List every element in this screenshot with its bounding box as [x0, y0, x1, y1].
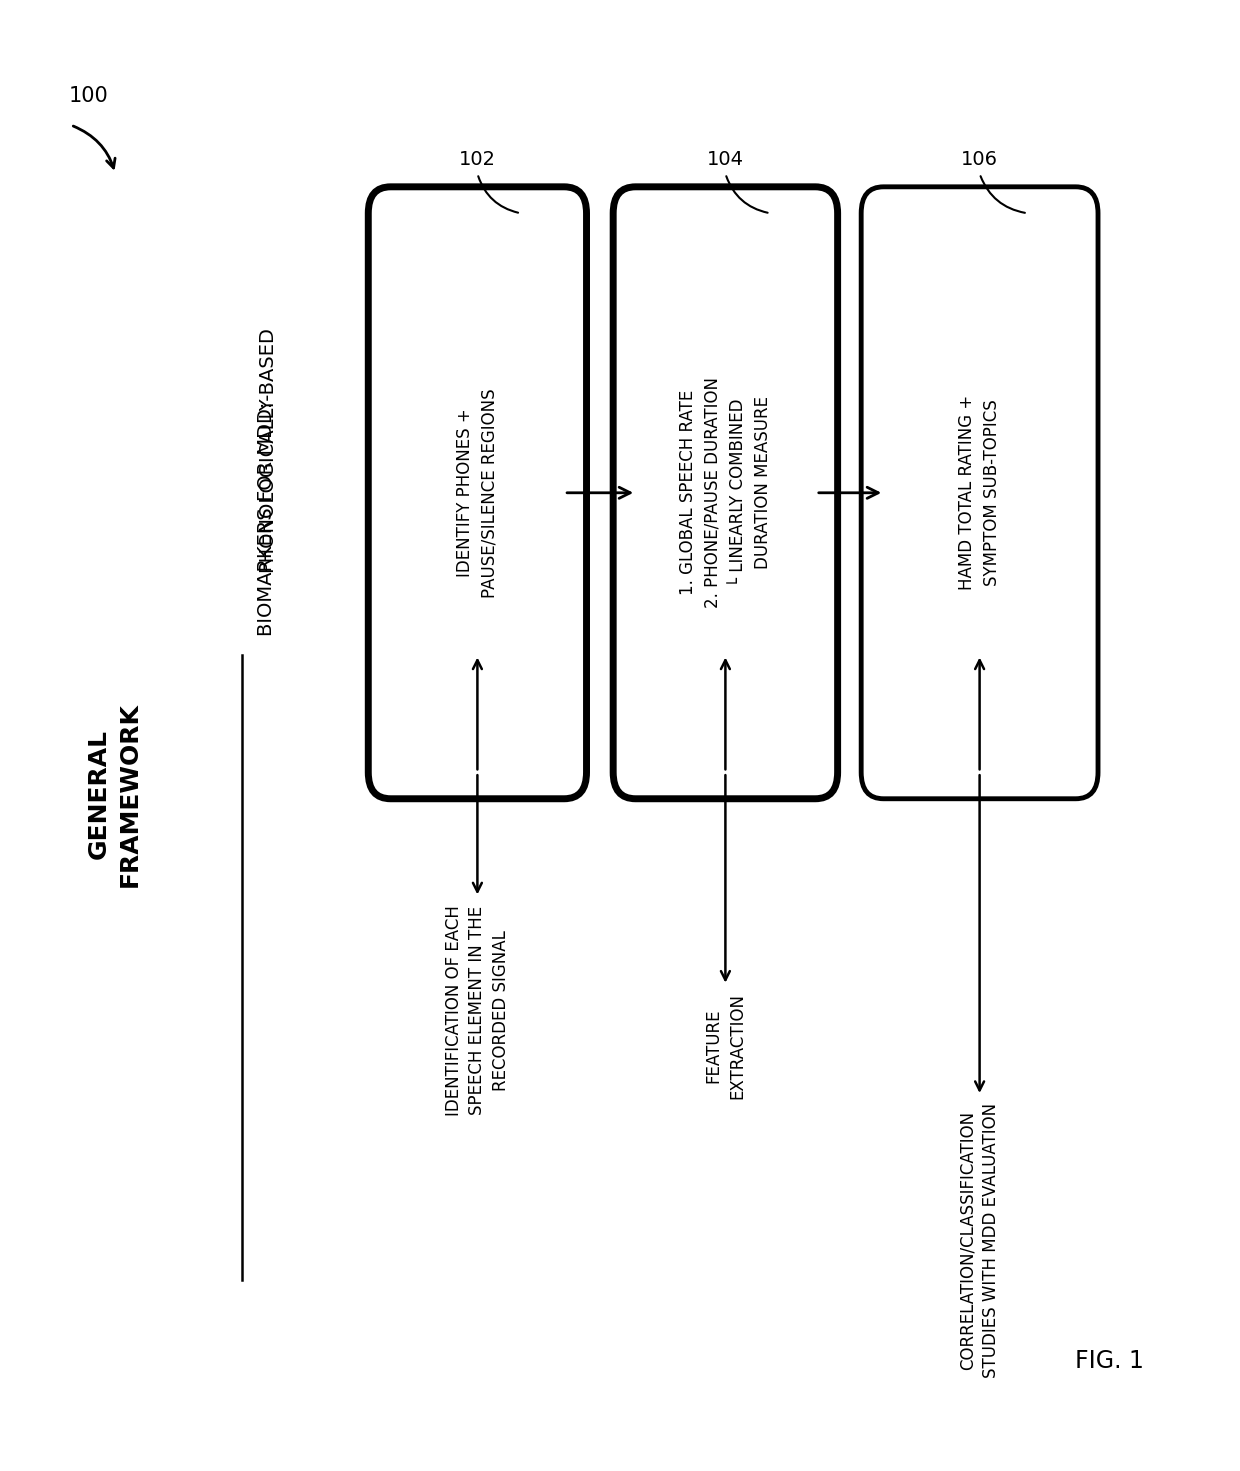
- Text: IDENTIFY PHONES +
PAUSE/SILENCE REGIONS: IDENTIFY PHONES + PAUSE/SILENCE REGIONS: [456, 388, 498, 597]
- FancyBboxPatch shape: [613, 187, 838, 799]
- FancyBboxPatch shape: [861, 187, 1099, 799]
- Text: CORRELATION/CLASSIFICATION
STUDIES WITH MDD EVALUATION: CORRELATION/CLASSIFICATION STUDIES WITH …: [959, 1103, 1001, 1378]
- Text: 102: 102: [459, 150, 496, 169]
- Text: HAMD TOTAL RATING +
SYMPTOM SUB-TOPICS: HAMD TOTAL RATING + SYMPTOM SUB-TOPICS: [959, 396, 1001, 590]
- Text: 100: 100: [68, 85, 108, 106]
- Text: GENERAL
FRAMEWORK: GENERAL FRAMEWORK: [87, 702, 141, 887]
- Text: 106: 106: [961, 150, 998, 169]
- Text: BIOMARKERS FOR MDD:: BIOMARKERS FOR MDD:: [257, 402, 277, 637]
- FancyBboxPatch shape: [368, 187, 587, 799]
- Text: FEATURE
EXTRACTION: FEATURE EXTRACTION: [704, 993, 746, 1099]
- Text: 104: 104: [707, 150, 744, 169]
- Text: PHONOLOGICALLY-BASED: PHONOLOGICALLY-BASED: [257, 325, 277, 572]
- Text: 1. GLOBAL SPEECH RATE
2. PHONE/PAUSE DURATION
└ LINEARLY COMBINED
    DURATION M: 1. GLOBAL SPEECH RATE 2. PHONE/PAUSE DUR…: [680, 377, 771, 609]
- Text: IDENTIFICATION OF EACH
SPEECH ELEMENT IN THE
RECORDED SIGNAL: IDENTIFICATION OF EACH SPEECH ELEMENT IN…: [445, 905, 510, 1115]
- Text: FIG. 1: FIG. 1: [1075, 1349, 1145, 1372]
